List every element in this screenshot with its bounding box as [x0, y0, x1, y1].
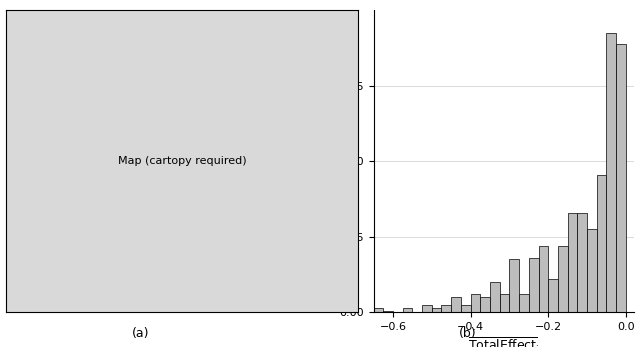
Bar	[461, 305, 470, 312]
Bar	[596, 175, 607, 312]
Text: (a): (a)	[132, 327, 150, 340]
Bar	[432, 308, 442, 312]
Text: Map (cartopy required): Map (cartopy required)	[118, 156, 246, 166]
Bar	[587, 229, 596, 312]
Bar	[577, 213, 587, 312]
Bar	[616, 44, 626, 312]
Bar	[480, 297, 490, 312]
Bar	[470, 294, 480, 312]
Bar	[490, 282, 500, 312]
Bar	[374, 308, 383, 312]
Bar	[500, 294, 509, 312]
Bar	[558, 246, 568, 312]
Bar	[442, 305, 451, 312]
Bar	[529, 258, 538, 312]
Bar	[548, 279, 558, 312]
X-axis label: $\overline{\rm TotalEffect}_j$: $\overline{\rm TotalEffect}_j$	[468, 336, 540, 347]
Bar	[568, 213, 577, 312]
Bar	[451, 297, 461, 312]
Bar	[403, 308, 412, 312]
Text: (b): (b)	[458, 327, 476, 340]
Bar	[509, 260, 519, 312]
Bar	[422, 305, 432, 312]
Bar	[607, 33, 616, 312]
Bar	[538, 246, 548, 312]
Y-axis label: Proportion: Proportion	[322, 129, 335, 194]
Bar	[383, 311, 393, 312]
Bar	[519, 294, 529, 312]
